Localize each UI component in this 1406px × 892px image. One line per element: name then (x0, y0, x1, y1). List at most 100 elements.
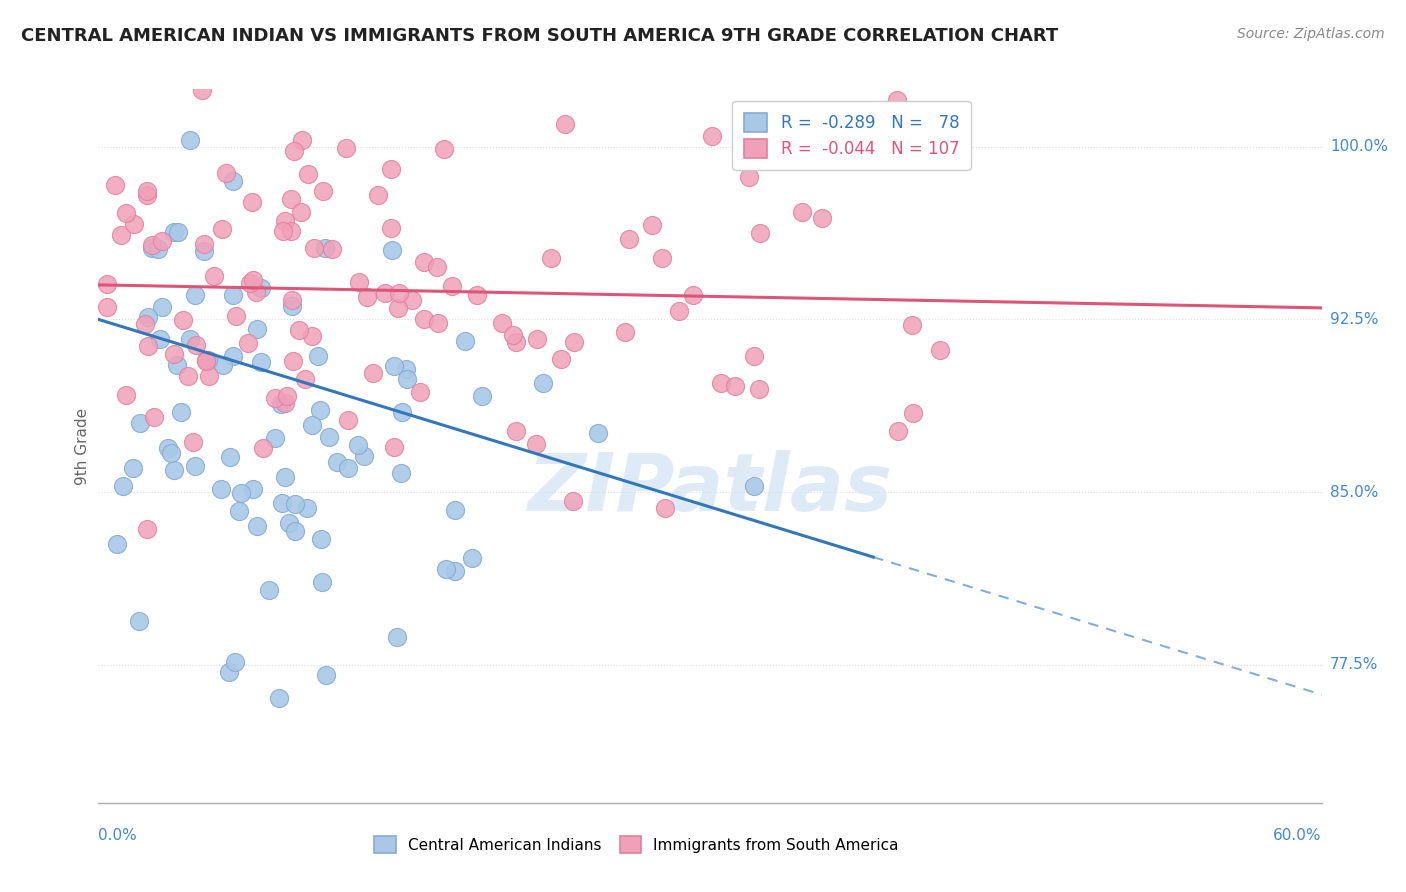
Point (236, 335, 259, 350)
Point (668, 304, 690, 318)
Point (291, 133, 314, 147)
Point (177, 368, 200, 383)
Point (505, 425, 527, 439)
Point (222, 349, 245, 363)
Point (724, 379, 747, 393)
Point (281, 299, 304, 313)
Point (222, 174, 245, 188)
Point (136, 339, 159, 353)
Point (748, 383, 770, 397)
Point (382, 440, 405, 454)
Y-axis label: 9th Grade: 9th Grade (75, 408, 90, 484)
Point (387, 630, 409, 644)
Point (387, 301, 409, 315)
Point (276, 389, 298, 403)
Point (193, 244, 215, 259)
Point (240, 195, 263, 210)
Point (742, 350, 765, 364)
Point (150, 301, 173, 315)
Point (143, 410, 166, 425)
Point (901, 406, 924, 420)
Point (193, 237, 215, 252)
Point (224, 655, 246, 669)
Point (191, 83, 214, 97)
Point (562, 334, 585, 349)
Point (263, 431, 285, 445)
Point (138, 310, 160, 325)
Point (281, 354, 304, 368)
Point (136, 522, 159, 536)
Point (96, 300, 118, 314)
Point (246, 322, 269, 336)
Point (170, 405, 193, 419)
Point (309, 533, 332, 547)
Point (211, 222, 233, 236)
Text: 0.0%: 0.0% (98, 828, 138, 843)
Point (533, 376, 555, 390)
Point (550, 352, 572, 367)
Point (283, 144, 305, 158)
Point (197, 352, 219, 367)
Point (96, 277, 118, 292)
Point (167, 225, 190, 239)
Point (181, 434, 204, 449)
Point (617, 232, 640, 246)
Point (195, 353, 218, 368)
Point (654, 500, 676, 515)
Point (413, 311, 436, 326)
Point (307, 349, 329, 363)
Point (381, 243, 404, 257)
Point (297, 167, 319, 181)
Point (491, 316, 513, 330)
Point (440, 279, 463, 293)
Point (163, 225, 186, 239)
Point (103, 178, 125, 193)
Point (295, 501, 318, 516)
Point (163, 463, 186, 477)
Text: CENTRAL AMERICAN INDIAN VS IMMIGRANTS FROM SOUTH AMERICA 9TH GRADE CORRELATION C: CENTRAL AMERICAN INDIAN VS IMMIGRANTS FR… (21, 27, 1059, 45)
Point (250, 281, 273, 295)
Point (347, 275, 370, 289)
Point (465, 287, 488, 301)
Point (524, 436, 547, 450)
Point (395, 372, 418, 386)
Text: 100.0%: 100.0% (1330, 139, 1388, 154)
Point (738, 170, 761, 185)
Point (209, 482, 232, 496)
Point (408, 384, 430, 399)
Point (281, 293, 304, 307)
Point (361, 367, 384, 381)
Point (157, 441, 180, 455)
Point (380, 221, 402, 235)
Point (401, 293, 423, 307)
Point (264, 391, 287, 405)
Point (374, 286, 396, 301)
Point (128, 615, 150, 629)
Point (288, 323, 311, 337)
Point (436, 562, 458, 576)
Point (301, 417, 323, 432)
Point (367, 187, 389, 202)
Point (318, 430, 340, 444)
Point (202, 269, 225, 284)
Text: Source: ZipAtlas.com: Source: ZipAtlas.com (1237, 27, 1385, 41)
Point (337, 413, 360, 427)
Point (444, 503, 467, 517)
Point (562, 493, 585, 508)
Point (294, 372, 316, 386)
Point (311, 574, 333, 589)
Point (301, 328, 323, 343)
Point (308, 403, 330, 417)
Point (312, 184, 335, 198)
Point (284, 524, 307, 539)
Point (433, 142, 456, 156)
Point (614, 325, 637, 339)
Point (280, 223, 302, 237)
Point (471, 389, 494, 403)
Point (554, 117, 576, 131)
Point (929, 343, 952, 357)
Point (426, 260, 449, 274)
Point (225, 309, 247, 323)
Point (460, 550, 482, 565)
Point (641, 219, 664, 233)
